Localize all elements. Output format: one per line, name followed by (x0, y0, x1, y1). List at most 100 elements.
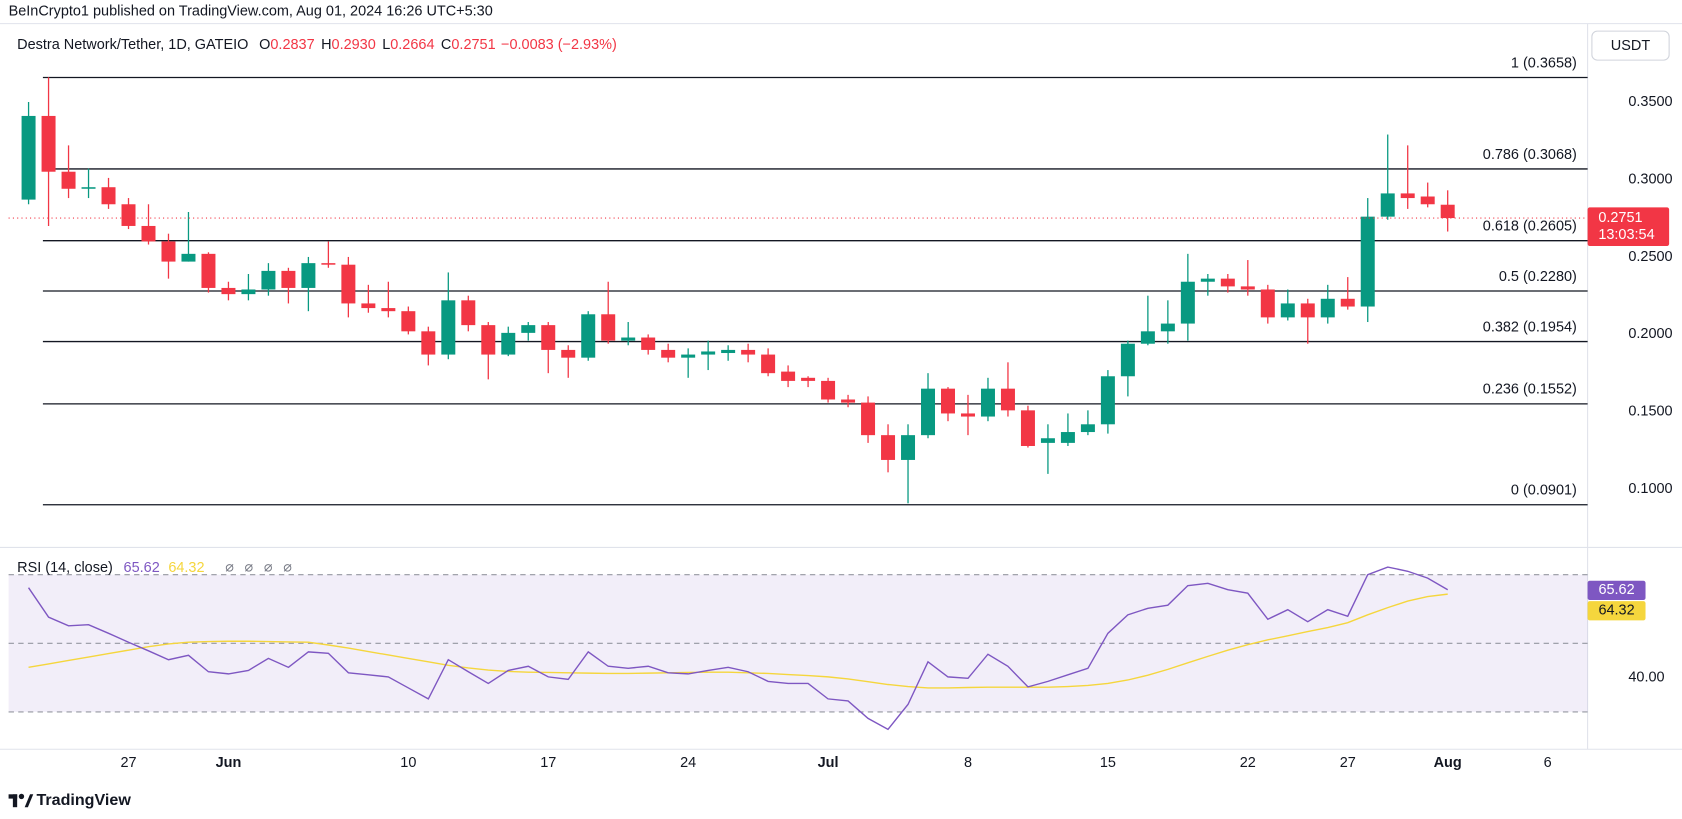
candle-body (341, 264, 356, 304)
x-tick-label: 22 (1240, 755, 1256, 771)
publish-info: BeInCrypto1 published on TradingView.com… (9, 4, 493, 20)
candle-body (301, 263, 316, 288)
candle-body (581, 314, 596, 358)
price-legend: Destra Network/Tether, 1D, GATEIO O0.2837… (17, 37, 617, 53)
candle-body (761, 354, 776, 374)
fib-label: 0.382 (0.1954) (1483, 319, 1577, 335)
logo-part (24, 794, 34, 808)
fib-label: 0.5 (0.2280) (1499, 269, 1577, 285)
candle-body (81, 187, 96, 189)
rsi-line (27, 566, 1449, 731)
candle-body (101, 187, 116, 205)
candle-body (561, 349, 576, 358)
candle-body (161, 241, 176, 262)
legend-change: −0.0083 (−2.93%) (501, 37, 617, 53)
candle-body (1220, 278, 1235, 287)
candle-body (541, 325, 556, 350)
candle-body (1080, 424, 1095, 433)
candle-body (381, 308, 396, 312)
rsi-badge-value: 65.62 (1598, 582, 1634, 598)
candle-body (841, 399, 856, 403)
candle-body (1240, 286, 1255, 290)
candle-body (881, 435, 896, 460)
unit-box[interactable] (1591, 30, 1670, 61)
fib-label: 0.786 (0.3068) (1483, 147, 1577, 163)
candle-body (721, 349, 736, 354)
candle-body (321, 263, 336, 265)
last-price: 0.2751 (1598, 210, 1642, 226)
x-tick-label: 27 (1340, 755, 1356, 771)
unit-label: USDT (1611, 38, 1651, 54)
candle-body (801, 377, 816, 381)
y-tick-label: 0.1000 (1628, 481, 1672, 497)
candle-body (901, 435, 916, 460)
candle-body (1060, 432, 1075, 443)
candle-body (641, 337, 656, 350)
candle-body (821, 380, 836, 400)
legend-key: H (321, 37, 331, 53)
x-tick-label: 6 (1544, 755, 1552, 771)
candle-body (1380, 193, 1395, 217)
candle-body (601, 314, 616, 341)
candle-body (1000, 388, 1015, 411)
candle-body (621, 337, 636, 341)
candle-body (1420, 196, 1435, 205)
legend-icon: ⌀ (283, 560, 292, 576)
candle-body (281, 270, 296, 288)
y-tick-label: 0.2500 (1628, 249, 1672, 265)
x-tick-label: 27 (120, 755, 136, 771)
fib-label: 0.236 (0.1552) (1483, 382, 1577, 398)
legend-value: 0.2930 (332, 37, 376, 53)
candle-body (201, 253, 216, 288)
fib-label: 1 (0.3658) (1511, 55, 1577, 71)
candle-body (421, 331, 436, 355)
candle-body (1300, 303, 1315, 318)
candle-body (401, 311, 416, 332)
x-tick-label: 10 (400, 755, 416, 771)
candle-body (361, 303, 376, 309)
y-tick-label: 0.3000 (1628, 171, 1672, 187)
x-tick-label: Jul (818, 755, 839, 771)
candle-body (941, 388, 955, 414)
rsi-tick-label: 40.00 (1628, 669, 1664, 685)
candle-body (461, 300, 476, 326)
candle-body (1100, 376, 1115, 425)
candle-body (481, 325, 496, 355)
candle-body (141, 225, 156, 242)
candle-body (1320, 298, 1335, 318)
last-price-badge (1587, 207, 1670, 246)
legend-value: 0.2751 (451, 37, 495, 53)
candle-body (1200, 278, 1215, 282)
candle-body (521, 325, 536, 333)
candle-body (1280, 303, 1295, 318)
candle-body (1120, 343, 1135, 377)
candle-body (701, 351, 716, 355)
candle-body (501, 332, 516, 355)
candle-body (1340, 298, 1355, 307)
legend-value: 0.2837 (270, 37, 314, 53)
candle-body (41, 115, 56, 172)
rsi-title: RSI (14, close) (17, 560, 113, 576)
x-tick-label: Jun (216, 755, 242, 771)
rsi-badge (1587, 580, 1646, 601)
rsi-badge-value: 64.32 (1598, 603, 1634, 619)
logo-part (18, 793, 25, 800)
y-tick-label: 0.3500 (1628, 94, 1672, 110)
candle-body (1360, 216, 1375, 307)
x-tick-label: 24 (680, 755, 696, 771)
candle-body (861, 402, 876, 436)
candle-body (980, 388, 995, 417)
candle-body (221, 287, 236, 295)
candle-body (781, 371, 796, 381)
legend-key: L (382, 37, 390, 53)
logo-part (12, 794, 18, 808)
candle-body (661, 349, 676, 358)
candle-body (241, 289, 256, 295)
legend-key: C (441, 37, 451, 53)
countdown: 13:03:54 (1598, 227, 1654, 243)
candle-body (960, 413, 975, 417)
rsi-badge (1587, 601, 1646, 621)
